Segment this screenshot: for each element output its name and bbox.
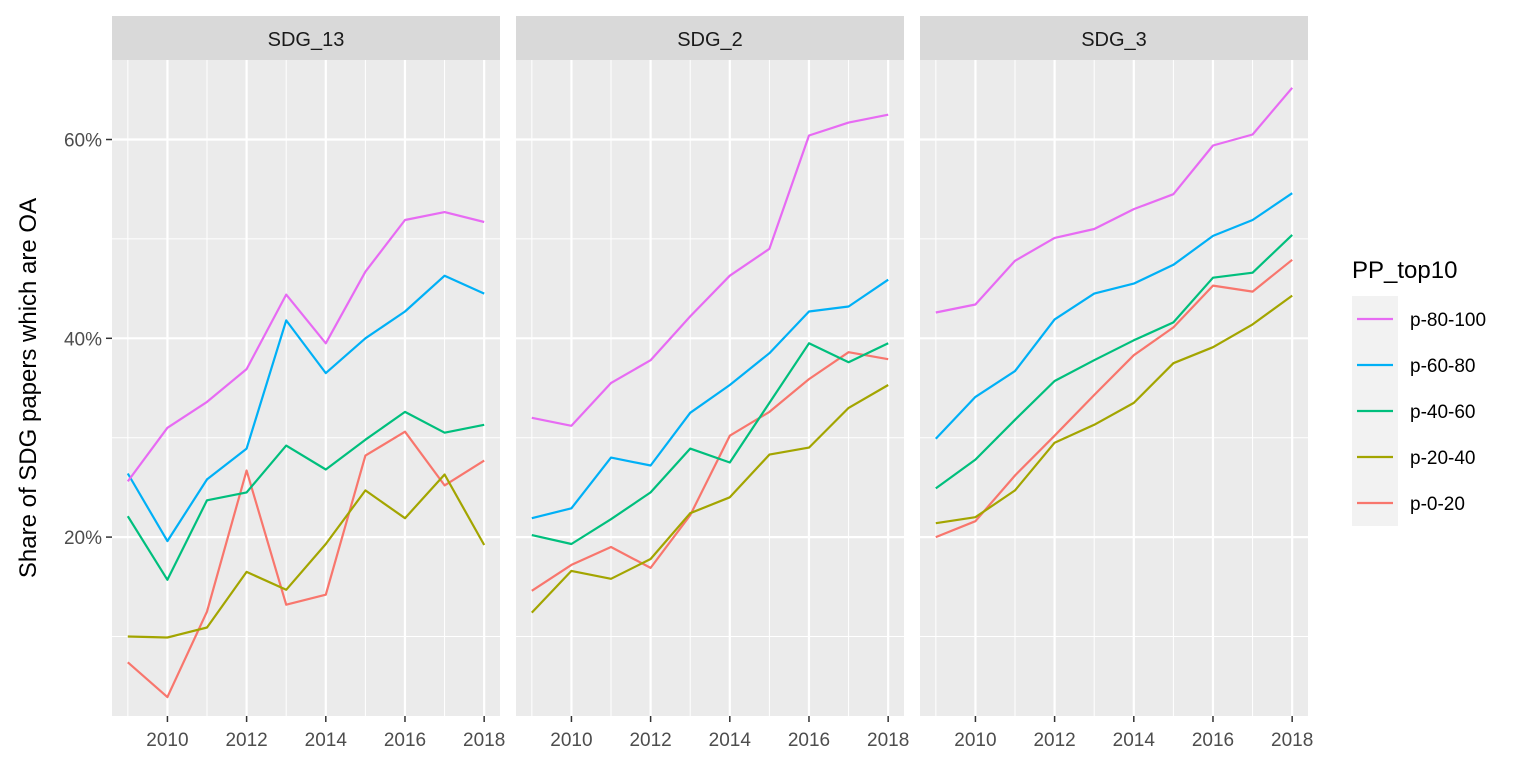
x-tick-label: 2016	[788, 730, 830, 751]
series-line-p-20-40	[531, 384, 889, 614]
series-line-p-80-100	[531, 113, 889, 427]
legend: PP_top10 p-80-100 p-60-80 p-40-60 p-20-40 p-…	[1352, 257, 1486, 526]
legend-label: p-20-40	[1410, 448, 1476, 469]
y-tick-label: 20%	[64, 528, 102, 549]
facet-panel-sdg-13: SDG_13 2010 2012 2014 2016 2018 20% 40% 60%	[64, 16, 505, 751]
y-tick-label: 40%	[64, 329, 102, 350]
y-tick-label: 60%	[64, 131, 102, 152]
x-tick-label: 2010	[146, 730, 188, 751]
series-line-p-60-80	[531, 278, 889, 520]
panel-background	[112, 60, 500, 716]
legend-label: p-0-20	[1410, 494, 1465, 515]
x-tick-label: 2014	[709, 730, 752, 751]
facet-panel-sdg-2: SDG_2 2010 2012 2014 2016 2018	[516, 16, 909, 751]
series-line-p-80-100	[126, 211, 485, 483]
x-tick-label: 2018	[867, 730, 909, 751]
series-line-p-0-20	[935, 258, 1293, 539]
x-tick-label: 2016	[384, 730, 426, 751]
x-tick-label: 2010	[550, 730, 592, 751]
x-tick-label: 2014	[305, 730, 348, 751]
x-tick-label: 2016	[1192, 730, 1234, 751]
series-line-p-60-80	[126, 274, 485, 543]
panel-background	[920, 60, 1308, 716]
panel-background	[516, 60, 904, 716]
series-line-p-20-40	[127, 473, 486, 639]
legend-label: p-60-80	[1410, 356, 1476, 377]
legend-title: PP_top10	[1352, 257, 1457, 284]
legend-label: p-40-60	[1410, 402, 1476, 423]
x-tick-label: 2010	[954, 730, 996, 751]
facet-strip	[112, 16, 500, 60]
series-line-p-60-80	[935, 192, 1293, 440]
x-tick-label: 2012	[1033, 730, 1075, 751]
x-tick-label: 2018	[463, 730, 505, 751]
y-axis-title: Share of SDG papers which are OA	[15, 198, 42, 578]
facet-strip-label: SDG_3	[1081, 29, 1147, 51]
facet-strip-label: SDG_2	[677, 29, 743, 51]
series-line-p-20-40	[935, 294, 1293, 525]
series-line-p-40-60	[531, 342, 889, 546]
facet-panel-sdg-3: SDG_3 2010 2012 2014 2016 2018	[920, 16, 1313, 751]
series-line-p-0-20	[127, 430, 485, 699]
series-line-p-0-20	[531, 351, 889, 592]
facet-strip	[920, 16, 1308, 60]
series-line-p-40-60	[935, 234, 1293, 490]
legend-item-p-20-40: p-20-40	[1352, 434, 1476, 480]
legend-item-p-0-20: p-0-20	[1352, 480, 1465, 526]
legend-item-p-60-80: p-60-80	[1352, 342, 1476, 388]
facet-strip-label: SDG_13	[268, 29, 345, 51]
legend-item-p-40-60: p-40-60	[1352, 388, 1476, 434]
legend-label: p-80-100	[1410, 310, 1486, 331]
facet-strip	[516, 16, 904, 60]
x-tick-label: 2014	[1113, 730, 1156, 751]
panels-layer: SDG_13 2010 2012 2014 2016 2018 20% 40% 60% SDG_2…	[64, 16, 1313, 751]
series-line-p-40-60	[126, 410, 485, 581]
x-tick-label: 2012	[629, 730, 671, 751]
series-line-p-80-100	[935, 87, 1294, 314]
x-tick-label: 2012	[225, 730, 267, 751]
legend-item-p-80-100: p-80-100	[1352, 296, 1486, 342]
x-tick-label: 2018	[1271, 730, 1313, 751]
